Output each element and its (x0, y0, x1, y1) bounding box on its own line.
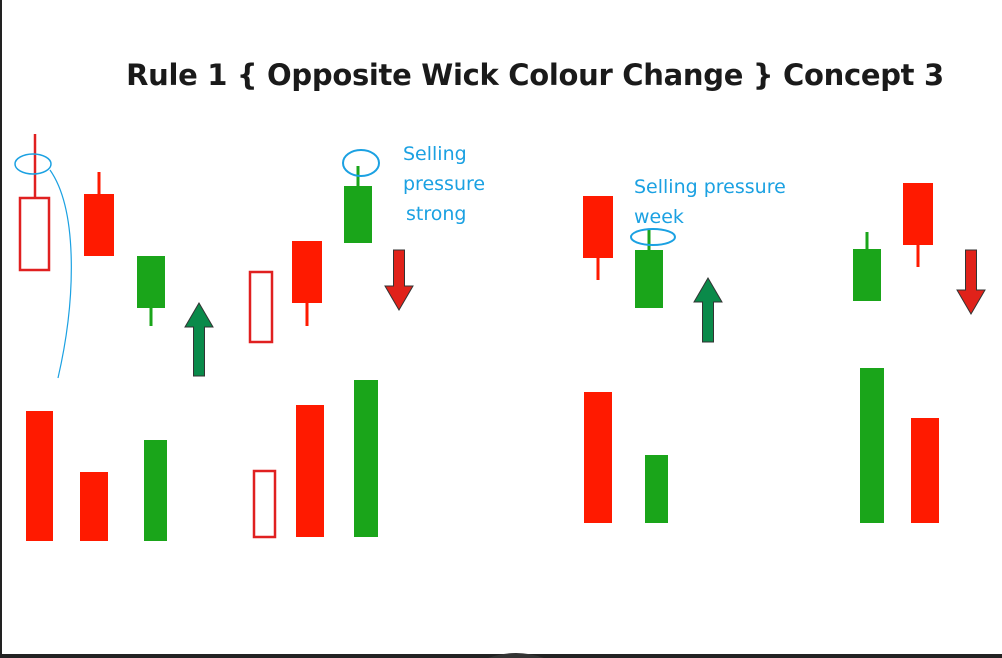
arrow-down-icon-2 (384, 249, 414, 311)
diagram-title: Rule 1 { Opposite Wick Colour Change } C… (126, 58, 944, 92)
volume-bar-3-1 (584, 392, 612, 523)
note-selling-pressure-weak: Selling pressure week (634, 172, 786, 232)
candle-body-1-2 (137, 256, 165, 308)
note-strong-line-3: strong (406, 203, 467, 225)
bottom-edge-fragment (488, 653, 544, 658)
note-strong-line-1: Selling (403, 143, 467, 165)
annotation-ellipse-3 (630, 228, 676, 246)
volume-bar-4-2 (911, 418, 939, 523)
note-selling-pressure-strong: Selling pressure strong (403, 139, 485, 229)
arrow-down-icon-4 (956, 249, 986, 315)
candle-body-2-2 (344, 186, 372, 243)
arrow-up-icon-3 (693, 277, 723, 343)
candle-body-4-2 (903, 183, 933, 245)
candle-body-1-1 (84, 194, 114, 256)
arrow-up-icon-1 (184, 302, 214, 377)
annotation-ellipse-2 (342, 149, 380, 177)
volume-bar-1-2 (80, 472, 108, 541)
candle-body-2-1 (292, 241, 322, 303)
left-border (0, 0, 2, 658)
candle-body-3-1 (583, 196, 613, 258)
highlight-box-2 (248, 270, 274, 344)
volume-bar-1-3 (144, 440, 167, 541)
annotation-ellipse-1 (14, 153, 52, 175)
volume-bar-3-2 (645, 455, 668, 523)
annotation-curve (49, 169, 72, 379)
candle-body-3-2 (635, 250, 663, 308)
volume-bar-2-2 (354, 380, 378, 537)
volume-bar-4-1 (860, 368, 884, 523)
note-weak-line-1: Selling pressure (634, 176, 786, 198)
highlight-box-3 (252, 469, 277, 539)
highlight-box-1 (18, 196, 51, 272)
note-strong-line-2: pressure (403, 173, 486, 195)
note-weak-line-2: week (634, 206, 684, 228)
candle-body-4-1 (853, 249, 881, 301)
volume-bar-2-1 (296, 405, 324, 537)
volume-bar-1-1 (26, 411, 53, 541)
